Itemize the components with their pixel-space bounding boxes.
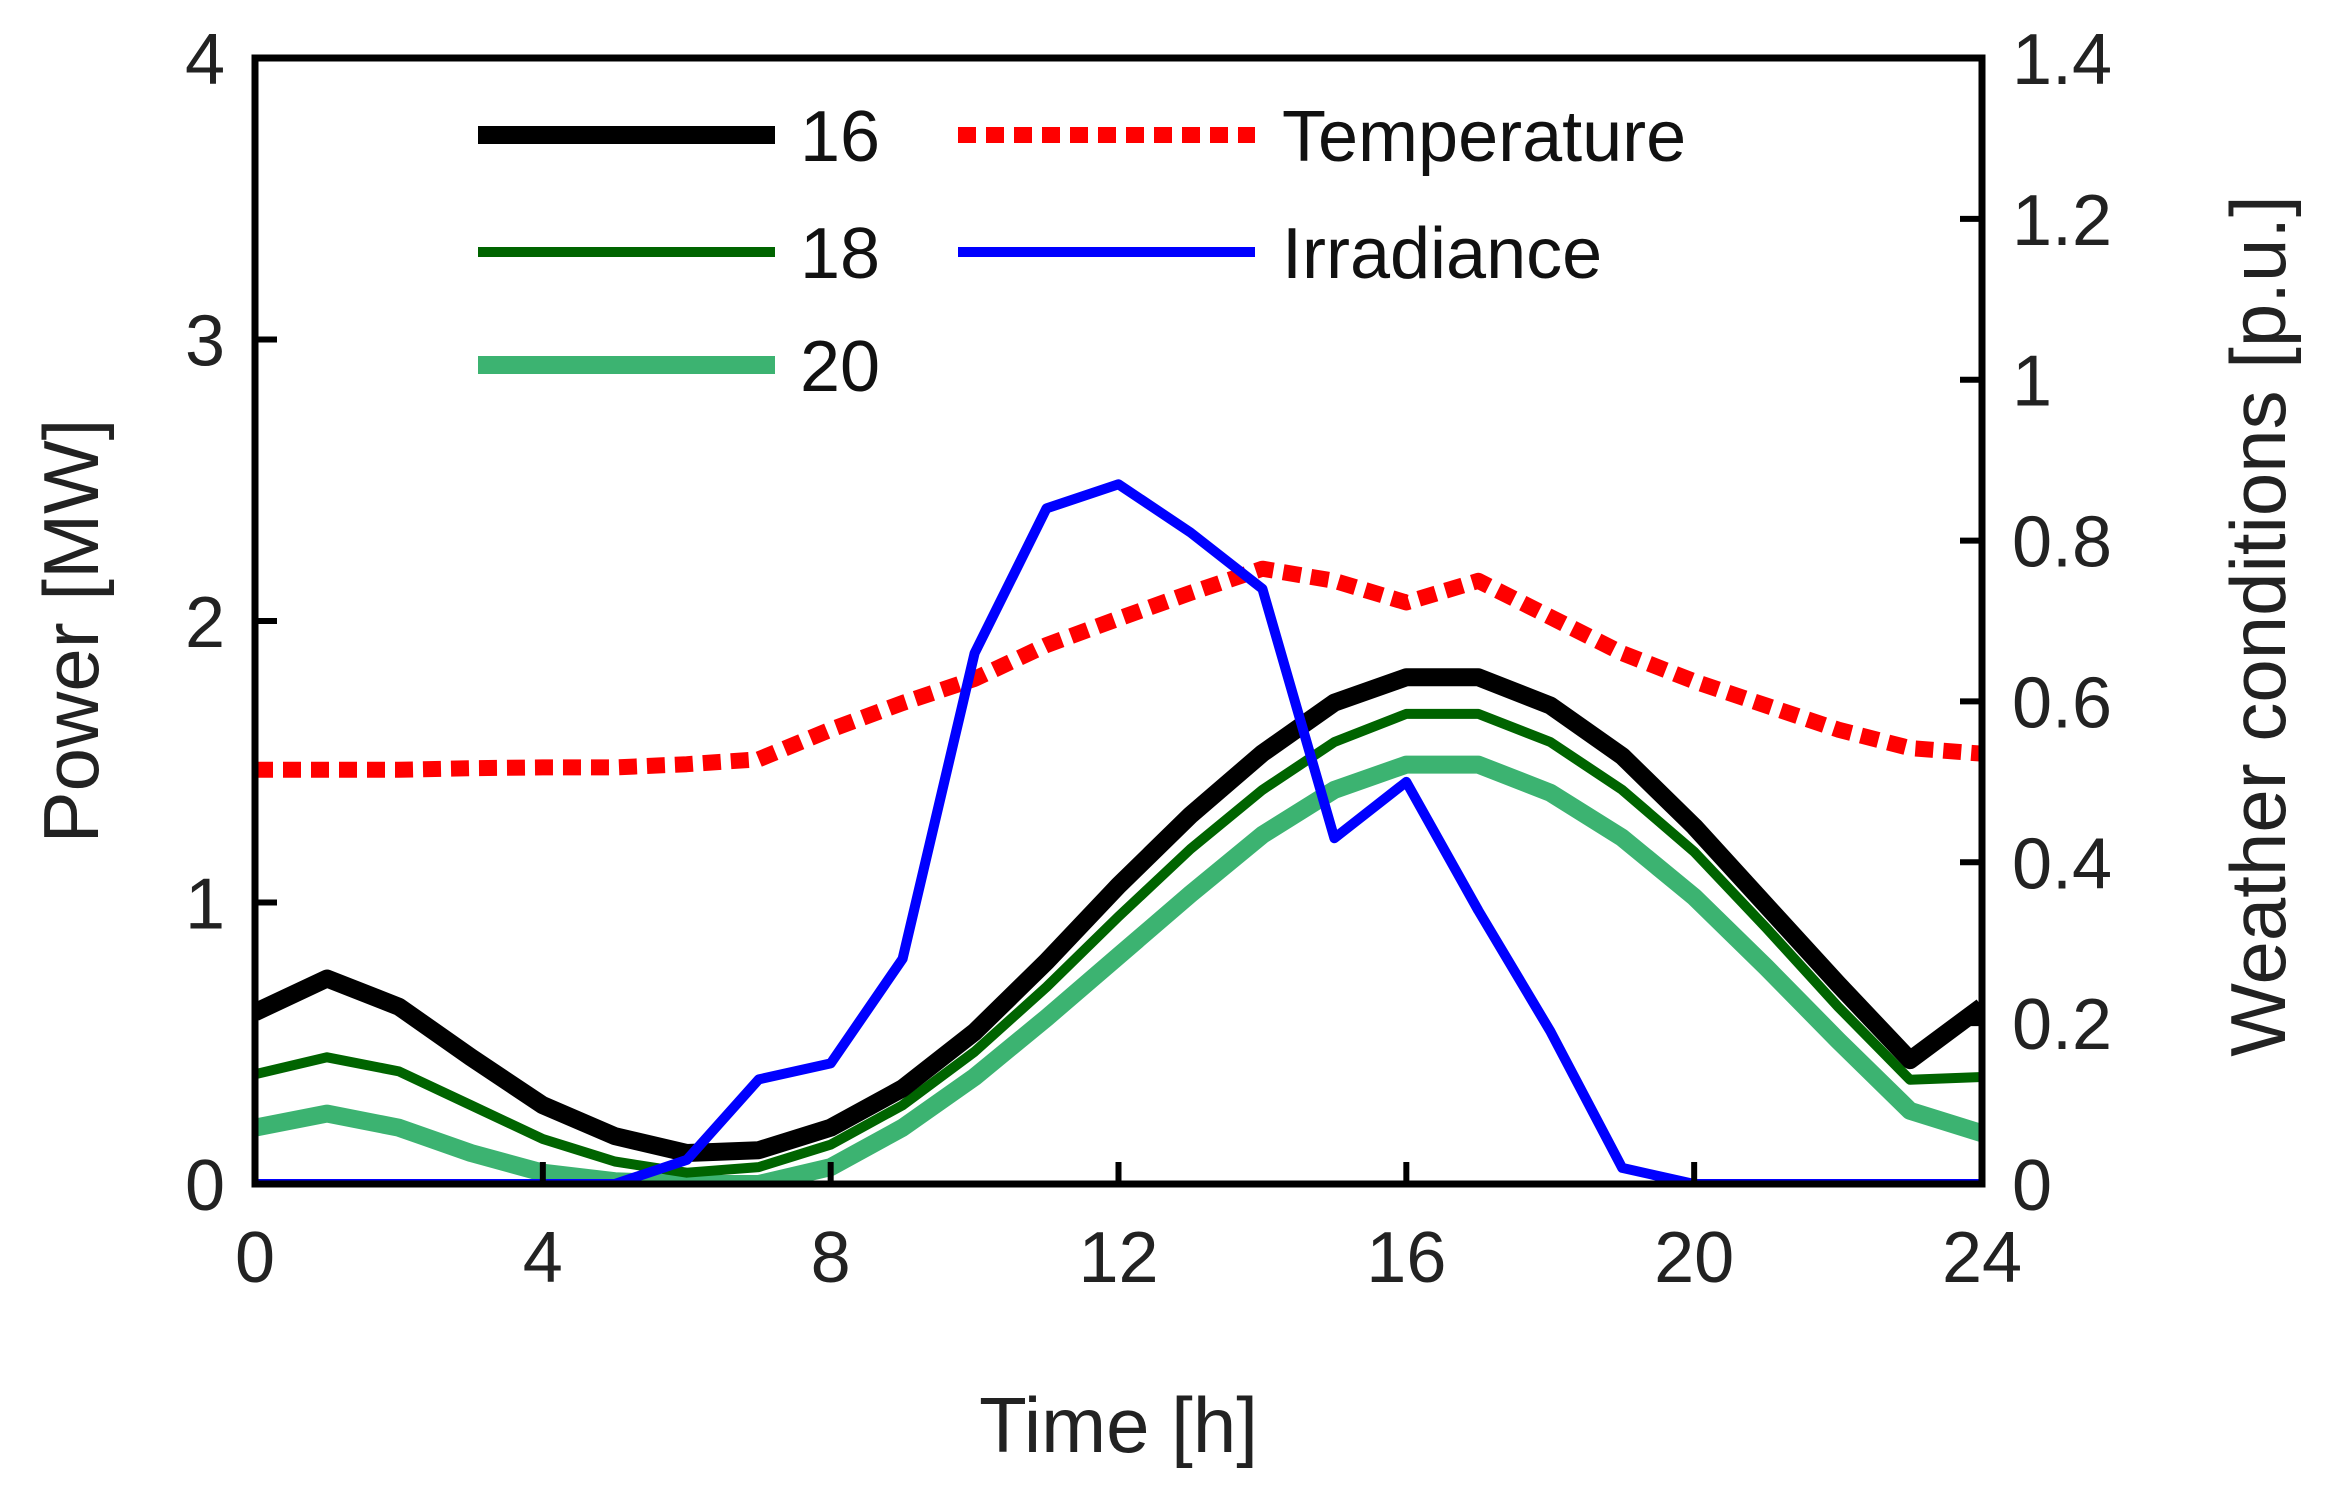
legend-label-18: 18 — [800, 214, 880, 294]
y-left-tick-label: 0 — [185, 1146, 225, 1226]
series-layer — [255, 479, 1982, 1184]
x-tick-label: 12 — [1078, 1218, 1158, 1298]
y-left-tick-label: 1 — [185, 865, 225, 945]
y-right-tick-label: 0.2 — [2012, 985, 2112, 1065]
series-line-16 — [255, 668, 1982, 1162]
y-right-tick-label: 0.6 — [2012, 663, 2112, 743]
y-right-tick-label: 1.4 — [2012, 20, 2112, 100]
series-line-irradiance — [255, 479, 1982, 1184]
x-tick-label: 0 — [235, 1218, 275, 1298]
y-left-tick-label: 3 — [185, 302, 225, 382]
y-right-tick-label: 0.8 — [2012, 503, 2112, 583]
x-tick-label: 20 — [1654, 1218, 1734, 1298]
legend-label-temperature: Temperature — [1282, 97, 1686, 177]
legend-label-irradiance: Irradiance — [1282, 214, 1602, 294]
legend-label-16: 16 — [800, 97, 880, 177]
legend: 16 18 20 Temperature Irradiance — [478, 97, 1686, 407]
x-axis: 0 4 8 12 16 20 24 — [235, 1162, 2022, 1298]
series-line-temperature — [255, 560, 1982, 778]
y-left-tick-label: 2 — [185, 583, 225, 663]
x-axis-label: Time [h] — [979, 1381, 1258, 1469]
y-left-tick-label: 4 — [185, 20, 225, 100]
x-tick-label: 4 — [523, 1218, 563, 1298]
plot-frame — [251, 54, 1986, 1188]
series-line-18 — [255, 708, 1982, 1178]
y-axis-right: 0 0.2 0.4 0.6 0.8 1 1.2 1.4 — [1960, 20, 2112, 1226]
x-tick-label: 16 — [1366, 1218, 1446, 1298]
y-axis-left: 0 1 2 3 4 — [185, 20, 277, 1226]
legend-label-20: 20 — [800, 327, 880, 407]
y-right-tick-label: 1 — [2012, 342, 2052, 422]
y-axis-right-label: Weather conditions [p.u.] — [2214, 195, 2302, 1056]
x-tick-label: 24 — [1942, 1218, 2022, 1298]
y-right-tick-label: 0 — [2012, 1146, 2052, 1226]
y-axis-left-label: Power [MW] — [27, 419, 115, 844]
y-right-tick-label: 1.2 — [2012, 181, 2112, 261]
x-tick-label: 8 — [811, 1218, 851, 1298]
y-right-tick-label: 0.4 — [2012, 824, 2112, 904]
plot-area — [255, 479, 1982, 1184]
